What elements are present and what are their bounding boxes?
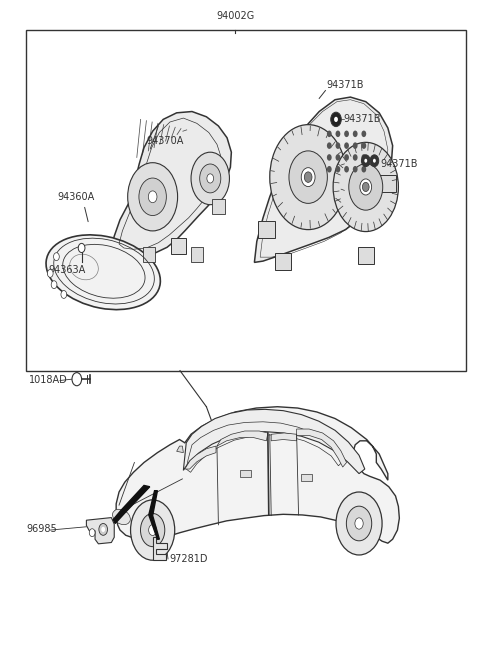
Circle shape [191, 152, 229, 205]
Circle shape [200, 164, 221, 193]
Text: 97281D: 97281D [169, 554, 207, 564]
Polygon shape [254, 97, 393, 262]
Circle shape [364, 159, 367, 163]
Circle shape [336, 166, 340, 173]
Circle shape [361, 154, 366, 161]
Circle shape [128, 163, 178, 231]
Text: 96985: 96985 [26, 524, 57, 535]
Circle shape [51, 281, 57, 289]
FancyBboxPatch shape [358, 247, 374, 264]
Circle shape [289, 151, 327, 203]
Circle shape [353, 131, 358, 137]
Circle shape [61, 291, 67, 298]
Circle shape [344, 131, 349, 137]
FancyBboxPatch shape [258, 221, 275, 238]
Circle shape [361, 155, 370, 167]
Circle shape [336, 154, 340, 161]
Circle shape [327, 154, 332, 161]
Text: 94363A: 94363A [48, 265, 85, 276]
Polygon shape [153, 537, 167, 560]
Bar [26, 30, 466, 371]
Circle shape [78, 243, 85, 253]
Polygon shape [297, 429, 347, 467]
Circle shape [48, 270, 53, 277]
Circle shape [89, 529, 95, 537]
Circle shape [344, 166, 349, 173]
Circle shape [361, 142, 366, 149]
FancyBboxPatch shape [380, 175, 396, 192]
Polygon shape [116, 407, 399, 543]
Circle shape [373, 159, 376, 163]
Polygon shape [183, 409, 365, 474]
Polygon shape [217, 431, 268, 446]
Text: 94370A: 94370A [146, 136, 184, 146]
Text: 94371B: 94371B [326, 80, 364, 91]
Circle shape [353, 142, 358, 149]
Circle shape [131, 500, 175, 560]
Polygon shape [110, 112, 231, 256]
Circle shape [360, 179, 372, 195]
Circle shape [336, 492, 382, 555]
Circle shape [336, 131, 340, 137]
Circle shape [349, 164, 383, 210]
Polygon shape [271, 433, 297, 441]
Text: 94360A: 94360A [58, 192, 95, 202]
Polygon shape [113, 485, 150, 523]
Text: 94371B: 94371B [344, 114, 381, 125]
FancyBboxPatch shape [191, 247, 203, 262]
FancyBboxPatch shape [240, 470, 251, 477]
Circle shape [331, 112, 341, 127]
Circle shape [139, 178, 167, 216]
Circle shape [304, 172, 312, 182]
Circle shape [101, 527, 105, 532]
Circle shape [149, 525, 156, 535]
Circle shape [336, 142, 340, 149]
Circle shape [72, 373, 82, 386]
Circle shape [99, 523, 108, 535]
Circle shape [334, 117, 338, 122]
Circle shape [361, 166, 366, 173]
Circle shape [54, 253, 60, 260]
Polygon shape [149, 491, 159, 539]
Circle shape [327, 166, 332, 173]
Circle shape [301, 168, 315, 186]
FancyBboxPatch shape [171, 238, 186, 254]
Circle shape [327, 131, 332, 137]
Circle shape [344, 154, 349, 161]
Polygon shape [185, 446, 216, 469]
Text: 94371B: 94371B [380, 159, 418, 169]
Polygon shape [86, 518, 114, 544]
FancyBboxPatch shape [212, 199, 225, 214]
Circle shape [141, 514, 165, 546]
Circle shape [344, 142, 349, 149]
FancyBboxPatch shape [143, 247, 155, 262]
Circle shape [370, 155, 379, 167]
Circle shape [148, 191, 157, 203]
Polygon shape [177, 446, 183, 453]
Circle shape [270, 125, 347, 230]
Text: 1018AD: 1018AD [29, 375, 68, 386]
FancyBboxPatch shape [301, 474, 312, 481]
Ellipse shape [46, 235, 160, 310]
Circle shape [353, 166, 358, 173]
Circle shape [333, 142, 398, 232]
Circle shape [362, 182, 369, 192]
Ellipse shape [112, 509, 131, 525]
Circle shape [361, 131, 366, 137]
FancyBboxPatch shape [275, 253, 291, 270]
Text: 94002G: 94002G [216, 11, 254, 21]
Circle shape [353, 154, 358, 161]
Circle shape [207, 174, 214, 183]
Circle shape [347, 506, 372, 541]
Circle shape [355, 518, 363, 529]
Circle shape [327, 142, 332, 149]
